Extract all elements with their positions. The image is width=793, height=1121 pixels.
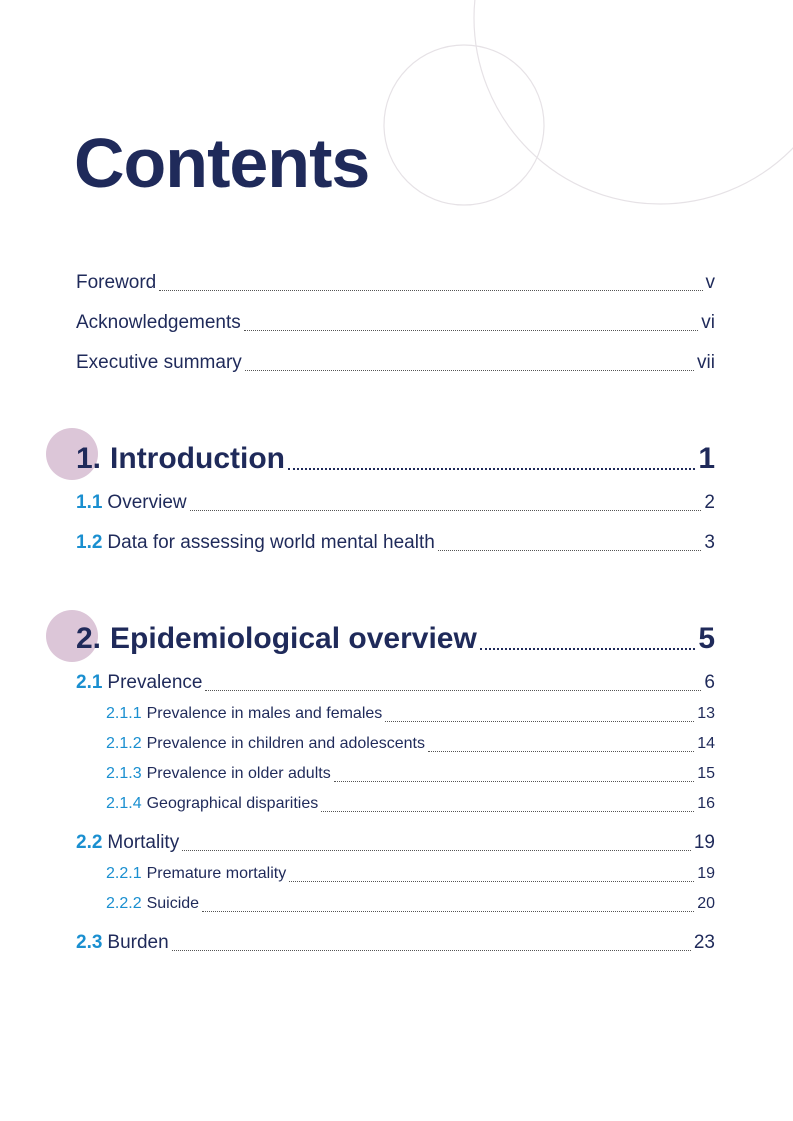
page-number: 13 [697,705,715,722]
page-number: 19 [693,832,715,853]
toc-entry: 2.2.1 Premature mortality 19 [106,859,715,889]
entry-title: Prevalence in males and females [146,705,383,722]
entry-title: Burden [107,932,169,953]
entry-title: Prevalence in older adults [146,765,331,782]
table-of-contents: Foreword v Acknowledgements vi Executive sum… [76,263,715,963]
entry-title: Executive summary [76,352,242,373]
toc-entry: 2.1 Prevalence 6 [76,663,715,703]
entry-title: Suicide [146,895,200,912]
leader [171,949,691,951]
leader [321,810,695,812]
toc-entry: 2.2 Mortality 19 [76,823,715,863]
leader [428,750,695,752]
toc-entry: 2.2.2 Suicide 20 [106,889,715,919]
toc-entry: 2.1.3 Prevalence in older adults 15 [106,759,715,789]
toc-entry: Acknowledgements vi [76,303,715,343]
entry-title: Introduction [110,442,285,475]
page-number: 1 [698,442,715,475]
page-number: 19 [697,865,715,882]
entry-title: Overview [107,492,187,513]
page-number: 6 [704,672,715,693]
leader [437,549,702,551]
entry-title: Mortality [107,832,180,853]
entry-number: 2.2 [76,832,103,853]
toc-entry: 2.1.2 Prevalence in children and adolesce… [106,729,715,759]
leader [479,648,696,650]
entry-title: Epidemiological overview [110,622,477,655]
entry-number: 2.2.2 [106,895,142,912]
entry-number: 2.1 [76,672,103,693]
leader [385,720,695,722]
leader [243,329,699,331]
page-number: 2 [704,492,715,513]
entry-number: 2.3 [76,932,103,953]
entry-title: Premature mortality [146,865,287,882]
title: Contents [74,124,370,202]
leader [189,509,702,511]
entry-title: Geographical disparities [146,795,319,812]
page-number: v [705,272,716,293]
page-number: 23 [693,932,715,953]
entry-number: 2.1.2 [106,735,142,752]
toc-entry: Foreword v [76,263,715,303]
deco-circle [383,44,545,206]
entry-number: 2.2.1 [106,865,142,882]
page-number: 16 [697,795,715,812]
entry-title: Prevalence in children and adolescents [146,735,425,752]
entry-number: 1.2 [76,532,103,553]
entry-number: 2. [76,622,102,655]
toc-entry: 1. Introduction 1 [76,437,715,481]
entry-title: Data for assessing world mental health [107,532,435,553]
entry-number: 1. [76,442,102,475]
toc-entry: 1.1 Overview 2 [76,483,715,523]
toc-entry: 2.1.4 Geographical disparities 16 [106,789,715,819]
entry-number: 2.1.4 [106,795,142,812]
page-number: vii [697,352,715,373]
chapter-dot [46,610,98,662]
page-number: vi [701,312,715,333]
entry-title: Prevalence [107,672,203,693]
leader [205,689,702,691]
deco-circle [473,0,793,205]
entry-title: Acknowledgements [76,312,241,333]
page-number: 14 [697,735,715,752]
subsection-list: 2.1.1 Prevalence in males and females 13 2.… [76,699,715,819]
page-number: 3 [704,532,715,553]
entry-number: 2.1.3 [106,765,142,782]
toc-entry: 2.1.1 Prevalence in males and females 13 [106,699,715,729]
entry-title: Foreword [76,272,157,293]
chapter-dot [46,428,98,480]
entry-number: 1.1 [76,492,103,513]
leader [333,780,695,782]
leader [289,880,695,882]
page-number: 15 [697,765,715,782]
leader [182,849,691,851]
leader [159,289,703,291]
leader [288,468,696,470]
toc-entry: 1.2 Data for assessing world mental healt… [76,523,715,563]
entry-number: 2.1.1 [106,705,142,722]
subsection-list: 2.2.1 Premature mortality 19 2.2.2 Suicide 20 [76,859,715,919]
toc-entry: Executive summary vii [76,343,715,383]
leader [202,910,695,912]
page-number: 5 [698,622,715,655]
page-number: 20 [697,895,715,912]
toc-entry: 2. Epidemiological overview 5 [76,617,715,661]
leader [244,369,695,371]
toc-entry: 2.3 Burden 23 [76,923,715,963]
